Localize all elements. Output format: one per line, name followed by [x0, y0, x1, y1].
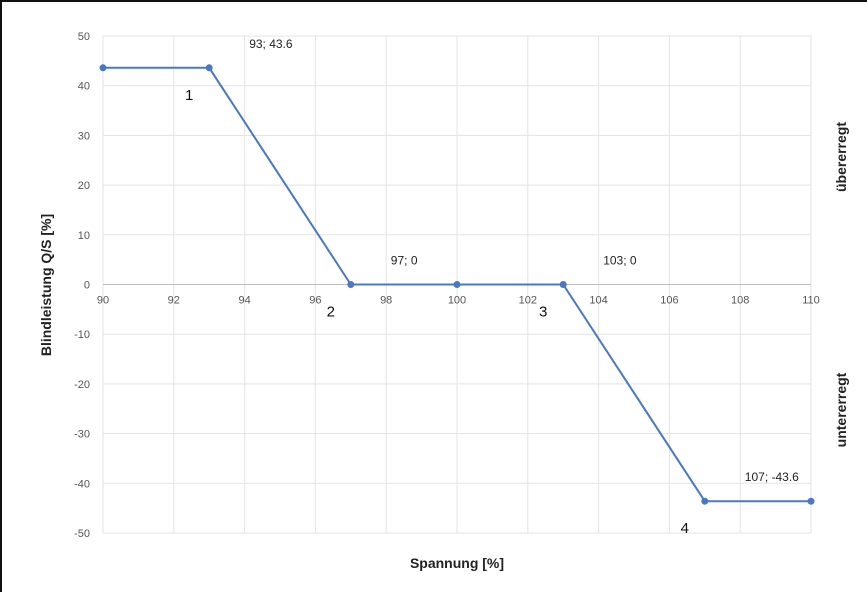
point-number-label: 4	[681, 520, 689, 537]
region-label-lower: untererregt	[833, 372, 849, 447]
region-label-upper: übererregt	[833, 122, 849, 192]
data-point	[559, 281, 567, 288]
y-tick-label: 40	[78, 81, 90, 93]
y-tick-label: -20	[74, 379, 90, 391]
data-point	[807, 497, 815, 505]
data-point	[701, 497, 709, 505]
x-tick-label: 110	[802, 295, 820, 307]
data-point	[205, 64, 213, 72]
data-label: 103; 0	[603, 254, 637, 268]
x-tick-label: 96	[309, 295, 321, 307]
x-tick-label: 108	[731, 295, 749, 307]
y-axis-title: Blindleistung Q/S [%]	[38, 214, 54, 356]
x-tick-label: 100	[448, 295, 466, 307]
y-tick-label: 50	[78, 31, 90, 43]
y-tick-label: -40	[74, 478, 90, 490]
y-tick-label: 0	[84, 280, 90, 292]
y-tick-label: -50	[74, 528, 90, 540]
point-number-label: 2	[327, 304, 335, 321]
y-tick-label: -30	[74, 429, 90, 441]
data-label: 97; 0	[391, 254, 418, 268]
y-tick-label: 20	[78, 180, 90, 192]
x-tick-label: 92	[168, 295, 180, 307]
data-label: 93; 43.6	[249, 37, 293, 51]
x-tick-label: 102	[519, 295, 537, 307]
x-axis-title: Spannung [%]	[410, 555, 504, 571]
series-group	[99, 64, 815, 505]
x-tick-label: 98	[380, 295, 392, 307]
y-axis-ticks: 50 40 30 20 10 0 -10 -20 -30 -40 -50	[74, 31, 90, 540]
data-point	[347, 281, 355, 288]
x-tick-label: 90	[97, 295, 109, 307]
data-label: 107; -43.6	[745, 470, 799, 484]
x-tick-label: 94	[238, 295, 250, 307]
point-number-label: 1	[185, 87, 193, 104]
data-point	[453, 281, 461, 288]
y-tick-label: 30	[78, 130, 90, 142]
y-tick-label: -10	[74, 329, 90, 341]
data-point	[99, 64, 107, 72]
x-tick-label: 104	[589, 295, 607, 307]
data-labels-group: 93; 43.6 97; 0 103; 0 107; -43.6 1 2 3 4	[185, 37, 799, 537]
x-axis-ticks: 90 92 94 96 98 100 102 104 106 108 110	[97, 295, 820, 307]
y-tick-label: 10	[78, 230, 90, 242]
x-tick-label: 106	[660, 295, 678, 307]
point-number-label: 3	[539, 304, 547, 321]
